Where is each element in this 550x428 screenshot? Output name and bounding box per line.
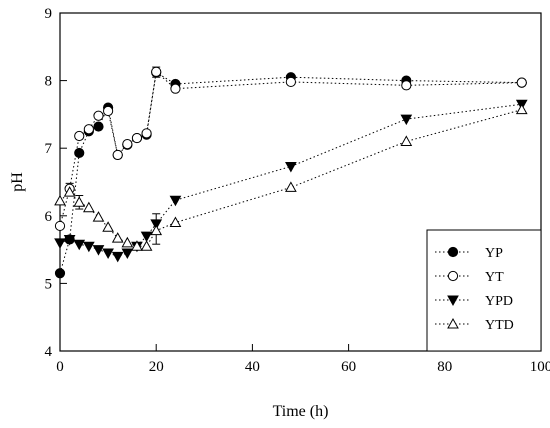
series-yt (54, 66, 527, 232)
legend-marker-yp (447, 246, 459, 258)
data-point-ytd (400, 135, 413, 146)
data-point-yt (141, 128, 152, 139)
x-tick-label: 60 (341, 359, 356, 375)
legend-item-ypd: YPD (435, 294, 513, 309)
y-tick-label: 4 (45, 344, 53, 360)
data-point-ypd (111, 251, 124, 263)
data-point-ytd (54, 194, 66, 206)
x-axis-label: Time (h) (273, 403, 329, 420)
data-point-yp (93, 121, 104, 132)
y-tick-label: 9 (45, 6, 53, 22)
data-point-yp (74, 147, 85, 159)
data-point-ypd (169, 195, 182, 207)
data-point-yt (285, 76, 296, 88)
data-point-ypd (63, 234, 76, 246)
data-point-ypd (54, 238, 66, 249)
y-tick-label: 6 (45, 209, 53, 225)
series-ypd (54, 99, 528, 263)
series-ytd (54, 103, 528, 251)
data-point-ytd (83, 201, 95, 213)
plot-frame (59, 12, 542, 352)
data-point-ytd (150, 224, 163, 236)
y-tick-label: 5 (45, 276, 53, 292)
data-point-yt (74, 130, 85, 142)
x-tick-label: 20 (149, 359, 164, 375)
data-point-ytd (92, 211, 105, 222)
y-tick-label: 8 (45, 74, 53, 90)
data-point-ypd (400, 114, 413, 126)
series-line-ypd (59, 103, 522, 257)
x-tick-label: 0 (56, 359, 64, 375)
y-tick-label: 7 (45, 141, 53, 157)
legend-label-yp: YP (485, 246, 503, 261)
legend-item-yt: YT (435, 270, 504, 285)
data-point-yp (54, 268, 66, 279)
data-point-yt (54, 220, 66, 232)
data-point-ytd (63, 186, 76, 197)
data-point-yt (131, 132, 143, 144)
data-point-yt (93, 110, 104, 121)
data-point-ypd (73, 239, 86, 251)
x-tick-label: 100 (530, 359, 550, 375)
data-point-ypd (140, 231, 153, 243)
legend: YP YT YPD YTD (426, 229, 542, 352)
series-layer (54, 66, 528, 279)
data-point-ytd (140, 240, 153, 251)
x-tick-label: 40 (245, 359, 260, 375)
data-point-yt (122, 139, 133, 150)
data-point-ytd (515, 103, 528, 115)
legend-marker-yt (447, 270, 459, 282)
data-point-ypd (121, 248, 134, 260)
legend-box (426, 229, 542, 352)
data-point-ytd (285, 181, 297, 192)
legend-marker-ypd (447, 295, 459, 307)
data-point-ytd (102, 221, 114, 232)
data-point-ypd (150, 219, 163, 230)
y-axis-label: pH (9, 172, 26, 192)
series-line-ytd (59, 109, 522, 247)
legend-label-ypd: YPD (485, 294, 513, 309)
legend-label-ytd: YTD (485, 318, 514, 333)
data-point-ypd (92, 245, 105, 256)
data-point-ypd (285, 161, 297, 173)
data-point-ytd (131, 240, 143, 251)
data-point-ytd (121, 236, 134, 248)
x-tick-label: 80 (437, 359, 452, 375)
data-point-ytd (169, 216, 182, 228)
data-point-yt (83, 124, 94, 135)
legend-label-yt: YT (485, 270, 504, 285)
data-point-yt (401, 80, 412, 91)
data-point-ypd (102, 248, 114, 260)
data-point-ytd (111, 232, 124, 243)
data-point-yt (516, 77, 527, 88)
data-point-yt (103, 105, 114, 117)
legend-marker-ytd (447, 317, 459, 329)
axes: 0 20 40 60 80 100 4 5 6 7 8 9 (45, 6, 550, 375)
data-point-yt (170, 83, 181, 94)
data-point-yt (112, 149, 123, 161)
data-point-ytd (73, 196, 86, 207)
legend-item-ytd: YTD (435, 317, 514, 333)
data-point-ypd (83, 241, 95, 253)
data-point-yt (151, 66, 162, 77)
legend-item-yp: YP (435, 246, 503, 261)
